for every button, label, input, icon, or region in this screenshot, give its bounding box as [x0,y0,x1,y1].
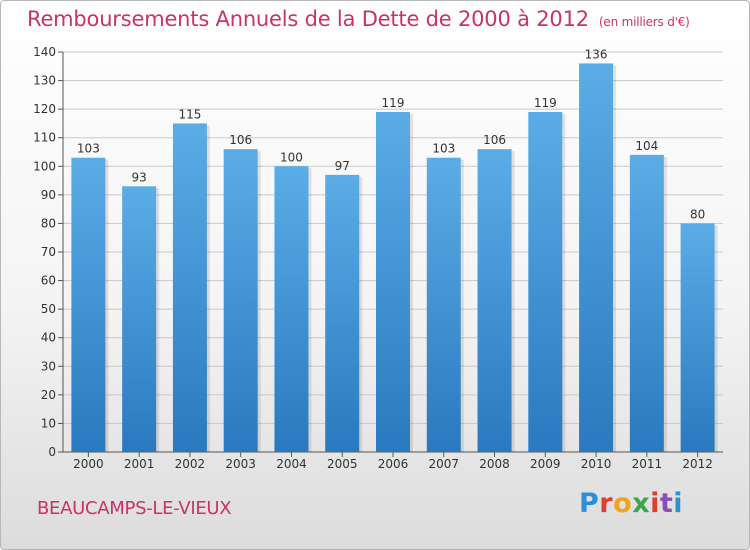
y-tick-label: 130 [33,74,56,88]
x-tick-label: 2008 [479,457,510,471]
title-unit: (en milliers d'€) [598,15,690,29]
bar-2012 [680,223,715,452]
x-tick-label: 2006 [378,457,409,471]
data-label: 119 [382,96,405,110]
data-label: 103 [432,142,455,156]
commune-name: BEAUCAMPS-LE-VIEUX [37,498,232,519]
data-label: 136 [585,47,608,61]
data-label: 104 [635,139,658,153]
proxiti-logo: Proxiti [579,488,684,519]
y-tick-label: 70 [41,245,56,259]
x-tick-label: 2012 [682,457,713,471]
x-tick-label: 2002 [175,457,206,471]
y-tick-label: 20 [41,388,56,402]
x-tick-label: 2001 [124,457,155,471]
bar-2008 [477,149,512,452]
data-label: 115 [178,107,201,121]
data-label: 103 [77,142,100,156]
x-tick-label: 2009 [530,457,561,471]
title-text: Remboursements Annuels de la Dette de 20… [27,7,589,31]
bar-2007 [426,157,461,452]
y-tick-label: 100 [33,159,56,173]
x-tick-label: 2007 [428,457,459,471]
y-tick-label: 90 [41,188,56,202]
y-tick-label: 50 [41,302,56,316]
data-labels: 103 93 115 106 100 97 119 103 106 119 136 104 80 [77,47,705,221]
bar-2011 [629,154,664,452]
y-tick-label: 10 [41,416,56,430]
y-tick-label: 120 [33,102,56,116]
x-tick-label: 2010 [581,457,612,471]
bar-2000 [71,157,106,452]
y-tick-label: 40 [41,331,56,345]
data-label: 80 [690,207,705,221]
y-tick-label: 110 [33,131,56,145]
bar-2001 [122,186,157,453]
y-tick-label: 0 [48,445,56,459]
bars [71,63,718,453]
bar-2006 [376,112,410,452]
data-label: 93 [132,170,147,184]
x-tick-label: 2000 [73,457,104,471]
x-tick-label: 2005 [327,457,358,471]
y-tick-label: 30 [41,359,56,373]
data-label: 97 [335,159,350,173]
y-tick-label: 80 [41,216,56,230]
y-tick-label: 60 [41,274,56,288]
data-label: 106 [229,133,252,147]
bar-2010 [579,63,614,453]
x-tick-label: 2011 [632,457,663,471]
bar-2009 [528,112,563,452]
data-label: 119 [534,96,557,110]
bar-2003 [223,149,258,452]
x-tick-label: 2003 [225,457,256,471]
bar-2002 [172,123,207,452]
bar-2005 [325,174,360,452]
bar-2004 [274,166,309,453]
chart-title: Remboursements Annuels de la Dette de 20… [27,7,690,31]
data-label: 100 [280,150,303,164]
y-tick-label: 140 [33,45,56,59]
x-tick-label: 2004 [276,457,307,471]
data-label: 106 [483,133,506,147]
